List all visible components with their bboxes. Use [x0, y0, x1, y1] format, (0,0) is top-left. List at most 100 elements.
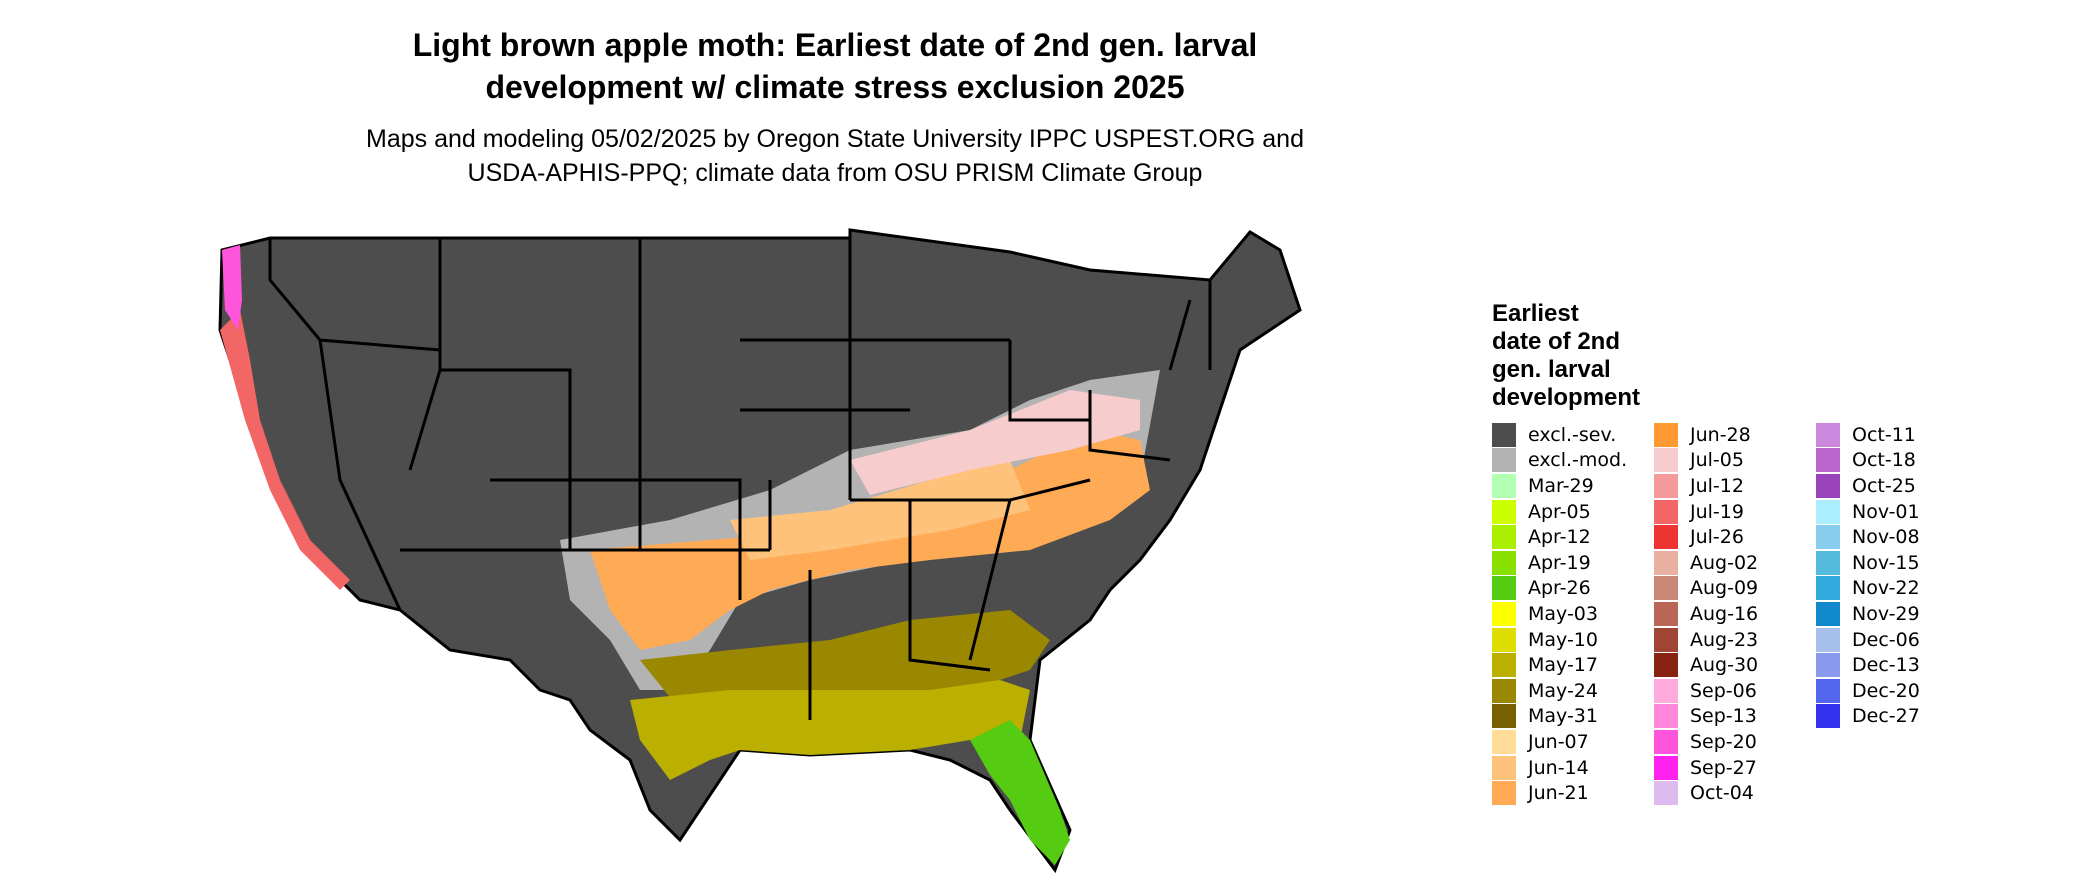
legend-swatch: [1816, 525, 1840, 550]
legend-label: Apr-05: [1528, 500, 1591, 523]
legend-label: May-17: [1528, 654, 1598, 677]
legend-swatch: [1654, 729, 1678, 754]
legend-swatch: [1492, 601, 1516, 626]
legend-item: Sep-06: [1654, 678, 1816, 704]
legend-item: Jun-28: [1654, 422, 1816, 448]
legend-swatch: [1816, 550, 1840, 575]
west-coast-strip: [220, 310, 350, 590]
legend-item: Nov-22: [1816, 576, 1978, 602]
legend-item: Apr-19: [1492, 550, 1654, 576]
legend-swatch: [1654, 448, 1678, 473]
legend-item: Jun-14: [1492, 755, 1654, 781]
legend-item: Dec-20: [1816, 678, 1978, 704]
legend-label: Oct-04: [1690, 782, 1754, 805]
legend-swatch: [1816, 678, 1840, 703]
legend-label: Apr-26: [1528, 577, 1591, 600]
legend-item: May-03: [1492, 601, 1654, 627]
legend-swatch: [1654, 627, 1678, 652]
us-map: [218, 228, 1302, 874]
legend-item: Nov-01: [1816, 499, 1978, 525]
legend-swatch: [1492, 704, 1516, 729]
legend-item: Jun-21: [1492, 780, 1654, 806]
legend-item: Apr-12: [1492, 524, 1654, 550]
legend-swatch: [1816, 422, 1840, 447]
title-line-2: development w/ climate stress exclusion …: [485, 69, 1185, 105]
legend-item: Jul-12: [1654, 473, 1816, 499]
legend-swatch: [1654, 704, 1678, 729]
legend-swatch: [1492, 499, 1516, 524]
legend-label: Sep-27: [1690, 756, 1757, 779]
legend-item: Nov-29: [1816, 601, 1978, 627]
legend-swatch: [1492, 448, 1516, 473]
legend-item: Jul-05: [1654, 448, 1816, 474]
legend-item: Sep-20: [1654, 729, 1816, 755]
legend-item: Dec-06: [1816, 627, 1978, 653]
legend-label: Oct-11: [1852, 423, 1916, 446]
legend-swatch: [1654, 755, 1678, 780]
legend-title-line: Earliest: [1492, 300, 1579, 327]
legend-label: Jul-19: [1690, 500, 1744, 523]
legend-title-line: date of 2nd: [1492, 328, 1621, 355]
legend-swatch: [1492, 422, 1516, 447]
legend-label: Dec-13: [1852, 654, 1920, 677]
subtitle-line-1: Maps and modeling 05/02/2025 by Oregon S…: [366, 125, 1304, 153]
legend-column: excl.-sev. excl.-mod. Mar-29 Apr-05 Apr-12 Ap…: [1492, 422, 1654, 806]
legend-label: Aug-16: [1690, 602, 1759, 625]
legend-label: Nov-15: [1852, 551, 1920, 574]
legend-label: Dec-20: [1852, 679, 1920, 702]
legend-item: May-17: [1492, 652, 1654, 678]
legend-swatch: [1654, 653, 1678, 678]
legend-label: Aug-02: [1690, 551, 1759, 574]
legend-label: Jun-14: [1528, 756, 1589, 779]
legend-label: Nov-22: [1852, 577, 1920, 600]
legend-label: Jul-12: [1690, 474, 1744, 497]
yellow-olive-region: [630, 680, 1030, 780]
light-orange-region: [730, 460, 1030, 560]
legend-item: Dec-13: [1816, 652, 1978, 678]
legend-label: Sep-20: [1690, 730, 1757, 753]
legend-swatch: [1492, 550, 1516, 575]
legend-swatch: [1816, 576, 1840, 601]
legend-item: Jun-07: [1492, 729, 1654, 755]
legend-item: Oct-25: [1816, 473, 1978, 499]
legend-label: Dec-06: [1852, 628, 1920, 651]
legend-label: Nov-29: [1852, 602, 1920, 625]
legend-item: Aug-30: [1654, 652, 1816, 678]
legend-label: Jun-21: [1528, 782, 1589, 805]
florida-green: [970, 720, 1070, 865]
legend-item: excl.-mod.: [1492, 448, 1654, 474]
legend-swatch: [1492, 729, 1516, 754]
legend-title-line: gen. larval: [1492, 356, 1611, 383]
legend-swatch: [1654, 473, 1678, 498]
legend-item: Dec-27: [1816, 704, 1978, 730]
legend-label: Jul-26: [1690, 526, 1744, 549]
legend-label: Jun-28: [1690, 423, 1751, 446]
title-line-1: Light brown apple moth: Earliest date of…: [412, 27, 1258, 63]
pink-band: [850, 390, 1140, 495]
legend-swatch: [1654, 576, 1678, 601]
legend-swatch: [1816, 499, 1840, 524]
legend-item: Apr-05: [1492, 499, 1654, 525]
legend-label: Nov-01: [1852, 500, 1920, 523]
legend-item: Sep-13: [1654, 704, 1816, 730]
legend-label: Apr-19: [1528, 551, 1591, 574]
legend-swatch: [1654, 499, 1678, 524]
legend-label: Oct-25: [1852, 474, 1916, 497]
legend-label: Aug-23: [1690, 628, 1759, 651]
legend-swatch: [1816, 704, 1840, 729]
northwest-magenta: [222, 245, 242, 330]
legend-title: Earliest date of 2nd gen. larval develop…: [1492, 300, 1712, 412]
legend-item: Jul-26: [1654, 524, 1816, 550]
legend-column: Jun-28 Jul-05 Jul-12 Jul-19 Jul-26 Aug-02 Aug-…: [1654, 422, 1816, 806]
legend-label: May-03: [1528, 602, 1598, 625]
legend-item: Aug-09: [1654, 576, 1816, 602]
legend-swatch: [1492, 781, 1516, 806]
legend-item: May-24: [1492, 678, 1654, 704]
legend-label: Aug-09: [1690, 577, 1759, 600]
legend-item: Apr-26: [1492, 576, 1654, 602]
legend-title-line: development: [1492, 384, 1641, 411]
legend-swatch: [1492, 653, 1516, 678]
legend-item: Oct-04: [1654, 780, 1816, 806]
legend-swatch: [1492, 525, 1516, 550]
map-subtitle: Maps and modeling 05/02/2025 by Oregon S…: [260, 122, 1410, 190]
